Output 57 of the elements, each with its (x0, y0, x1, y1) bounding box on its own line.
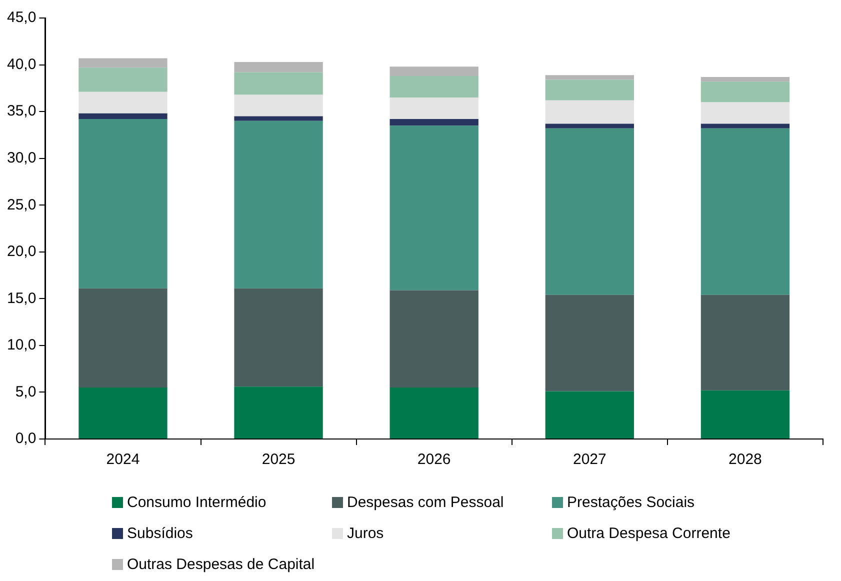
legend-label: Outra Despesa Corrente (567, 525, 730, 542)
bar (234, 120, 323, 288)
y-tick-label: 15,0 (6, 290, 36, 307)
bar (390, 76, 478, 98)
bar (234, 72, 323, 95)
bar (545, 294, 634, 392)
bar (78, 288, 168, 388)
y-tick-label: 35,0 (6, 102, 36, 120)
legend-label: Consumo Intermédio (127, 494, 266, 511)
bar (390, 126, 478, 290)
x-tick-label: 2026 (417, 451, 451, 468)
x-tick-label: 2025 (262, 451, 296, 468)
bar (700, 294, 790, 390)
bar (700, 124, 790, 128)
bar (545, 75, 634, 80)
bar (234, 94, 323, 116)
bar (78, 92, 168, 114)
bar (700, 102, 790, 124)
bar (545, 128, 634, 295)
y-tick-label: 45,0 (6, 9, 36, 26)
bar (700, 390, 790, 438)
bar (390, 98, 478, 120)
bar (390, 119, 478, 126)
bar (545, 124, 634, 128)
legend-label: Subsídios (127, 525, 193, 542)
bar (234, 288, 323, 387)
y-tick-label: 0,0 (15, 430, 36, 448)
legend-label: Outras Despesas de Capital (127, 556, 315, 573)
bar (545, 391, 634, 438)
y-tick-label: 10,0 (6, 336, 36, 354)
bar (234, 116, 323, 121)
bar (78, 113, 168, 120)
bar (390, 66, 478, 76)
y-tick-label: 5,0 (15, 383, 36, 400)
x-tick-label: 2024 (106, 451, 140, 468)
bar (545, 100, 634, 124)
bar (390, 290, 478, 388)
bar (700, 128, 790, 295)
bar (234, 386, 323, 438)
bar (700, 76, 790, 82)
bar (78, 119, 168, 288)
legend-label: Juros (347, 525, 384, 542)
bar (390, 388, 478, 438)
legend-label: Despesas com Pessoal (347, 494, 504, 511)
y-tick-label: 20,0 (6, 243, 36, 260)
bar (234, 62, 323, 72)
y-tick-label: 40,0 (6, 56, 36, 73)
bar (700, 82, 790, 102)
x-tick-label: 2027 (572, 451, 606, 468)
x-tick-label: 2028 (728, 451, 762, 468)
bar (78, 388, 168, 438)
y-tick-label: 25,0 (6, 196, 36, 214)
legend-label: Prestações Sociais (567, 494, 695, 511)
bar (545, 80, 634, 100)
bar (78, 58, 168, 68)
y-tick-label: 30,0 (6, 149, 36, 166)
bar (78, 68, 168, 92)
